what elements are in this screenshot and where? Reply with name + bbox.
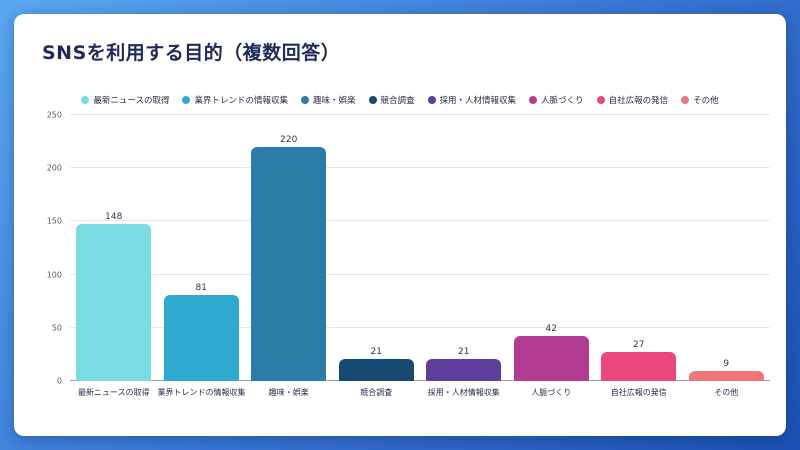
x-tick-label: 人脈づくり <box>531 388 572 397</box>
legend-color-dot <box>182 96 191 104</box>
y-tick-label: 150 <box>46 216 62 226</box>
bar-slot: 21 <box>333 115 421 381</box>
legend-color-dot <box>81 96 90 104</box>
gridline <box>70 114 770 115</box>
legend-color-dot <box>529 96 538 104</box>
bar-1[interactable] <box>76 223 152 381</box>
y-tick-label: 0 <box>56 376 62 386</box>
bar-4[interactable] <box>338 358 414 381</box>
bar-slot: 27 <box>595 115 683 381</box>
bar-slot: 9 <box>683 115 771 381</box>
plot-area: 148 81 220 21 21 42 27 9 <box>70 114 770 381</box>
y-tick-label: 200 <box>46 163 62 173</box>
x-tick-label: 競合調査 <box>360 388 393 397</box>
legend-label: 自社広報の発信 <box>608 96 669 106</box>
legend-color-dot <box>596 96 605 104</box>
x-tick-label: 趣味・娯楽 <box>268 388 309 397</box>
bar-slot: 81 <box>158 115 246 381</box>
legend-color-dot <box>427 96 436 104</box>
legend-label: 最新ニュースの取得 <box>93 96 170 106</box>
bar-7[interactable] <box>601 352 677 381</box>
bar-value-label: 81 <box>195 282 207 293</box>
y-axis: 0 50 100 150 200 250 <box>36 111 70 386</box>
bar-6[interactable] <box>513 336 589 381</box>
chart-card: SNSを利用する目的（複数回答） 最新ニュースの取得 業界トレンドの情報収集 趣味・… <box>14 14 786 436</box>
legend-item[interactable]: 人脈づくり <box>529 94 584 106</box>
bar-2[interactable] <box>163 294 239 381</box>
x-tick-label: 採用・人材情報収集 <box>427 388 500 397</box>
legend-item[interactable]: その他 <box>681 94 719 106</box>
bar-slot: 21 <box>420 115 508 381</box>
y-tick-label: 50 <box>51 323 62 333</box>
x-tick-label: 業界トレンドの情報収集 <box>157 388 246 397</box>
y-tick-label: 250 <box>46 110 62 120</box>
bars-container: 148 81 220 21 21 42 27 9 <box>70 115 770 381</box>
legend-label: 業界トレンドの情報収集 <box>194 96 288 106</box>
legend-label: 競合調査 <box>380 96 415 106</box>
gridline <box>70 167 770 169</box>
legend-item[interactable]: 最新ニュースの取得 <box>81 94 169 106</box>
bar-slot: 42 <box>508 115 596 381</box>
bar-slot: 220 <box>245 115 333 381</box>
bar-value-label: 21 <box>458 346 470 357</box>
x-tick-label: その他 <box>714 388 739 397</box>
chart-title: SNSを利用する目的（複数回答） <box>42 42 341 64</box>
legend-label: 趣味・娯楽 <box>313 96 356 106</box>
chart-plot-row: 0 50 100 150 200 250 148 81 220 21 21 42 27 9 <box>36 111 770 386</box>
legend-item[interactable]: 自社広報の発信 <box>596 94 669 106</box>
bar-value-label: 42 <box>545 324 557 335</box>
gridline <box>70 326 770 328</box>
bar-value-label: 21 <box>370 346 382 357</box>
legend-color-dot <box>301 96 309 104</box>
x-tick-label: 自社広報の発信 <box>610 388 667 397</box>
legend-color-dot <box>681 96 690 104</box>
legend-item[interactable]: 採用・人材情報収集 <box>427 94 517 106</box>
chart-legend: 最新ニュースの取得 業界トレンドの情報収集 趣味・娯楽 競合調査 採用・人材情報収集 人脈… <box>14 94 786 106</box>
bar-5[interactable] <box>426 358 502 381</box>
legend-item[interactable]: 業界トレンドの情報収集 <box>182 94 288 106</box>
bar-value-label: 220 <box>280 134 298 145</box>
bar-slot: 148 <box>70 115 158 381</box>
legend-item[interactable]: 趣味・娯楽 <box>301 94 356 106</box>
bar-8[interactable] <box>688 371 764 381</box>
gridline <box>70 380 770 381</box>
y-tick-label: 100 <box>46 270 62 280</box>
bar-chart: 0 50 100 150 200 250 148 81 220 21 21 42 27 9 最新ニュース… <box>36 111 770 398</box>
legend-label: その他 <box>693 96 719 106</box>
x-tick-label: 最新ニュースの取得 <box>77 388 150 397</box>
bar-value-label: 27 <box>633 340 645 351</box>
legend-color-dot <box>368 96 377 104</box>
x-axis: 最新ニュースの取得 業界トレンドの情報収集 趣味・娯楽 競合調査 採用・人材情報収集 人脈… <box>70 387 770 398</box>
legend-label: 採用・人材情報収集 <box>439 96 517 106</box>
legend-item[interactable]: 競合調査 <box>368 94 415 106</box>
bar-3[interactable] <box>251 146 327 381</box>
bar-value-label: 9 <box>723 359 730 370</box>
gridline <box>70 220 770 222</box>
bar-value-label: 148 <box>105 211 123 222</box>
legend-label: 人脈づくり <box>541 96 584 106</box>
gridline <box>70 273 770 275</box>
